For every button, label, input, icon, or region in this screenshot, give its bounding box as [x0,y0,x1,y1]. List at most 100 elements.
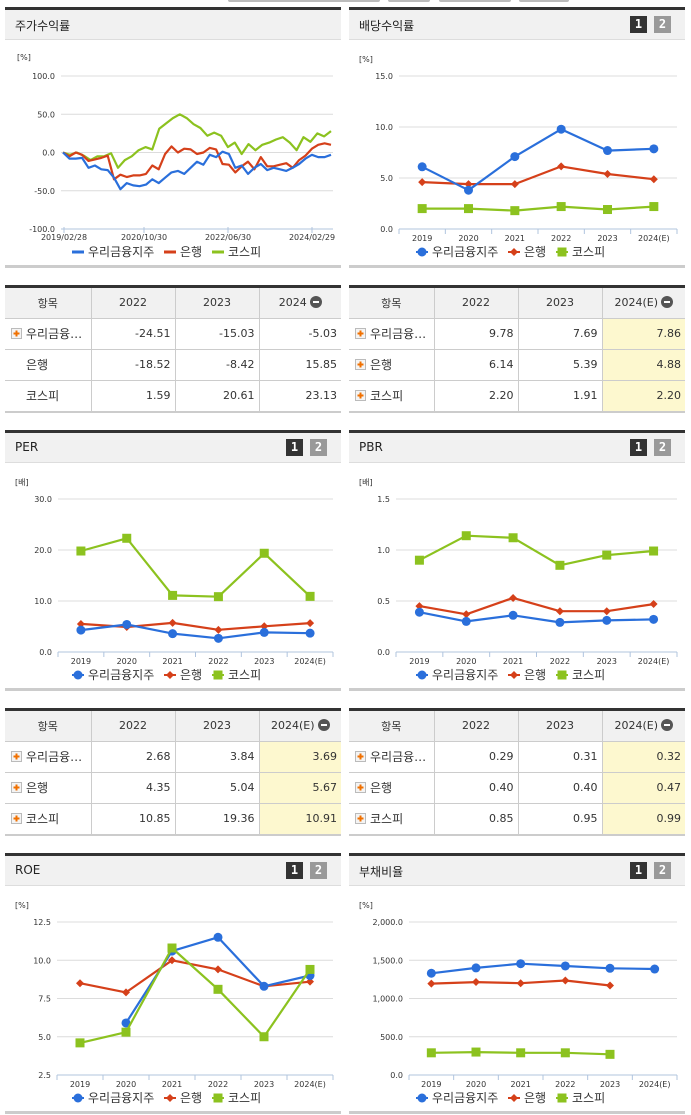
data-point-square-icon[interactable] [557,670,567,680]
top-tab-4[interactable] [519,0,569,2]
data-point-diamond-icon[interactable] [555,607,564,616]
legend-item[interactable]: 우리금융지주 [416,1091,498,1105]
page-2-button[interactable]: 2 [654,862,671,879]
data-point-square-icon[interactable] [417,204,427,214]
data-point-diamond-icon[interactable] [510,671,518,679]
legend-item[interactable]: 은행 [164,667,202,682]
data-point-square-icon[interactable] [213,1093,223,1103]
data-point-circle-icon[interactable] [649,144,659,154]
data-point-circle-icon[interactable] [73,670,83,680]
data-point-circle-icon[interactable] [122,619,132,629]
data-point-circle-icon[interactable] [417,670,427,680]
data-point-diamond-icon[interactable] [649,175,658,184]
data-point-diamond-icon[interactable] [602,607,611,616]
legend-item[interactable]: 은행 [164,1090,202,1105]
data-point-circle-icon[interactable] [168,629,178,639]
data-point-square-icon[interactable] [305,591,315,601]
data-point-diamond-icon[interactable] [260,622,269,631]
data-point-square-icon[interactable] [213,670,223,680]
legend-item[interactable]: 코스피 [212,245,261,259]
page-2-button[interactable]: 2 [654,439,671,456]
data-point-square-icon[interactable] [516,1048,526,1058]
data-point-square-icon[interactable] [557,247,567,257]
data-point-diamond-icon[interactable] [472,978,480,987]
legend-item[interactable]: 은행 [508,244,546,259]
data-point-square-icon[interactable] [557,1093,567,1103]
data-point-circle-icon[interactable] [556,124,566,134]
data-point-circle-icon[interactable] [605,963,615,973]
data-point-diamond-icon[interactable] [510,248,518,256]
data-point-square-icon[interactable] [122,533,132,543]
legend-item[interactable]: 코스피 [212,1091,261,1105]
data-point-square-icon[interactable] [560,1048,570,1058]
data-point-diamond-icon[interactable] [306,619,315,628]
data-point-square-icon[interactable] [259,1032,269,1042]
top-tab-1[interactable] [228,0,380,2]
data-point-square-icon[interactable] [305,964,315,974]
data-point-circle-icon[interactable] [650,964,660,974]
expand-icon[interactable] [11,328,22,339]
data-point-square-icon[interactable] [76,546,86,556]
data-point-circle-icon[interactable] [471,963,481,973]
data-point-square-icon[interactable] [426,1048,436,1058]
data-point-square-icon[interactable] [167,943,177,953]
legend-item[interactable]: 우리금융지주 [72,668,154,682]
data-point-circle-icon[interactable] [649,614,659,624]
data-point-circle-icon[interactable] [213,932,223,942]
legend-item[interactable]: 코스피 [556,245,605,259]
legend-item[interactable]: 우리금융지주 [416,245,498,259]
data-point-square-icon[interactable] [471,1047,481,1057]
data-point-square-icon[interactable] [556,202,566,212]
expand-icon[interactable] [11,782,22,793]
legend-item[interactable]: 우리금융지주 [416,668,498,682]
data-point-circle-icon[interactable] [461,616,471,626]
data-point-diamond-icon[interactable] [122,988,130,997]
page-1-button[interactable]: 1 [630,439,647,456]
data-point-circle-icon[interactable] [510,152,520,162]
page-2-button[interactable]: 2 [654,16,671,33]
data-point-circle-icon[interactable] [516,959,526,969]
data-point-square-icon[interactable] [414,555,424,565]
expand-icon[interactable] [11,813,22,825]
page-1-button[interactable]: 1 [630,16,647,33]
top-tab-3[interactable] [439,0,511,2]
data-point-diamond-icon[interactable] [166,671,174,679]
expand-icon[interactable] [355,782,366,793]
data-point-square-icon[interactable] [603,205,612,215]
data-point-square-icon[interactable] [168,590,178,600]
data-point-diamond-icon[interactable] [214,625,223,634]
data-point-square-icon[interactable] [75,1038,85,1048]
data-point-square-icon[interactable] [510,206,520,216]
pbr-chart[interactable]: [배] 1.5 1.0 0.5 0.0 2019 2020 2021 2022 2023 2024(… [349,463,685,688]
data-point-diamond-icon[interactable] [168,956,176,965]
data-point-diamond-icon[interactable] [418,178,427,187]
legend-item[interactable]: 은행 [164,244,202,259]
data-point-diamond-icon[interactable] [76,619,85,628]
collapse-icon[interactable] [661,719,674,732]
dividend-chart[interactable]: [%]15.0 10.0 5.0 0.0 2019 2020 2021 2022 2023 202… [349,40,685,265]
expand-icon[interactable] [355,328,366,339]
data-point-circle-icon[interactable] [213,633,223,643]
data-point-square-icon[interactable] [213,984,223,994]
data-point-square-icon[interactable] [649,202,659,212]
data-point-diamond-icon[interactable] [603,170,612,179]
data-point-diamond-icon[interactable] [427,979,436,988]
data-point-circle-icon[interactable] [259,981,269,991]
data-point-diamond-icon[interactable] [557,162,566,171]
data-point-circle-icon[interactable] [560,961,570,971]
data-point-square-icon[interactable] [555,560,565,570]
data-point-square-icon[interactable] [649,546,659,556]
data-point-diamond-icon[interactable] [306,977,314,986]
legend-item[interactable]: 코스피 [556,1091,605,1105]
expand-icon[interactable] [355,390,366,402]
legend-item[interactable]: 우리금융지주 [72,245,154,259]
page-2-button[interactable]: 2 [310,439,327,456]
data-point-circle-icon[interactable] [73,1093,83,1103]
data-point-circle-icon[interactable] [76,625,86,635]
top-tab-2[interactable] [388,0,430,2]
data-point-circle-icon[interactable] [417,162,427,172]
roe-chart[interactable]: [%] 12.5 10.0 7.5 5.0 2.5 2019 2020 2021 2022 2023… [5,886,341,1111]
data-point-circle-icon[interactable] [464,185,473,195]
page-2-button[interactable]: 2 [310,862,327,879]
data-point-diamond-icon[interactable] [166,1094,174,1102]
